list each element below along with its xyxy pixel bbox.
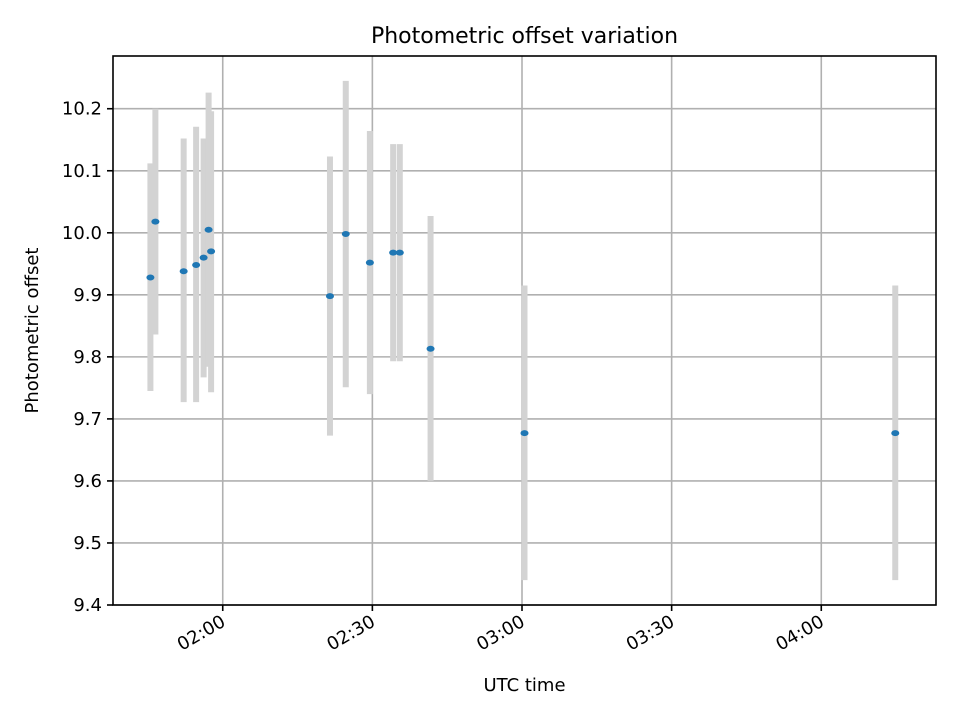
data-point xyxy=(426,345,435,352)
data-point xyxy=(341,231,350,238)
data-point xyxy=(325,293,334,300)
data-points xyxy=(146,218,900,437)
y-tick-label: 9.6 xyxy=(73,471,102,492)
y-tick-label: 10.2 xyxy=(62,99,102,120)
data-point xyxy=(199,254,208,261)
data-point xyxy=(207,248,216,255)
data-point xyxy=(520,430,529,437)
y-tick-label: 10.0 xyxy=(62,223,102,244)
plot-frame xyxy=(112,55,937,606)
data-point xyxy=(204,226,213,233)
data-point xyxy=(395,249,404,256)
y-tick-label: 9.7 xyxy=(73,409,102,430)
data-point xyxy=(891,430,900,437)
x-axis-label: UTC time xyxy=(483,675,565,696)
data-point xyxy=(389,249,398,256)
data-point xyxy=(146,274,155,281)
y-tick-label: 9.8 xyxy=(73,347,102,368)
chart-title: Photometric offset variation xyxy=(371,24,678,49)
data-point xyxy=(151,218,160,225)
data-point xyxy=(365,259,374,266)
y-tick-label: 9.9 xyxy=(73,285,102,306)
data-point xyxy=(192,262,201,269)
data-point xyxy=(179,268,188,275)
y-axis-label: Photometric offset xyxy=(22,248,43,414)
y-tick-label: 9.5 xyxy=(73,533,102,554)
y-tick-label: 10.1 xyxy=(62,161,102,182)
y-tick-label: 9.4 xyxy=(73,595,102,616)
